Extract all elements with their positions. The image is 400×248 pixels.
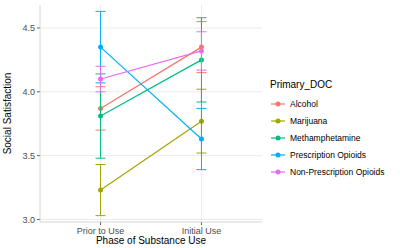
error-cap (196, 108, 206, 109)
tick (37, 91, 40, 92)
x-axis-title: Phase of Substance Use (96, 235, 207, 246)
legend-key (276, 119, 281, 124)
error-cap (96, 66, 106, 67)
grid-line (40, 219, 262, 220)
plot-data (96, 11, 207, 215)
error-cap (196, 31, 206, 32)
legend-label: Prescription Opioids (290, 150, 366, 160)
tick-label: 3.5 (22, 151, 35, 161)
legend-title: Primary_DOC (270, 79, 332, 90)
tick (37, 155, 40, 156)
point (98, 45, 103, 50)
legend: Primary_DOC Alcohol Marijuana Methamphetami… (270, 79, 384, 177)
point (98, 77, 103, 82)
error-cap (196, 70, 206, 71)
point (98, 114, 103, 119)
grid-line (201, 5, 202, 222)
legend-key (276, 102, 281, 107)
tick-label: 3.0 (22, 215, 35, 225)
series-line (101, 47, 202, 139)
error-cap (96, 158, 106, 159)
series-line (101, 121, 202, 190)
y-axis (40, 5, 41, 222)
legend-label: Alcohol (290, 99, 318, 109)
error-stem (201, 18, 202, 102)
error-cap (96, 215, 106, 216)
error-cap (96, 164, 106, 165)
error-bar (96, 66, 106, 92)
point (199, 137, 204, 142)
chart: 3.03.54.04.5Prior to UseInitial UsePhase… (0, 0, 400, 248)
tick (37, 219, 40, 220)
error-cap (96, 91, 106, 92)
legend-key (276, 153, 281, 158)
error-bar (196, 18, 206, 102)
series-line (101, 60, 202, 116)
legend-label: Methamphetamine (290, 133, 361, 143)
error-bar (96, 165, 106, 216)
error-bar (196, 32, 206, 70)
legend-label: Marijuana (290, 116, 328, 126)
x-axis (40, 222, 262, 223)
error-cap (196, 102, 206, 103)
tick (100, 222, 101, 225)
legend-key (276, 136, 281, 141)
error-cap (196, 17, 206, 18)
grid-line (40, 91, 262, 92)
error-bar (196, 108, 206, 169)
tick-label: 4.5 (22, 23, 35, 33)
error-cap (196, 169, 206, 170)
point (98, 188, 103, 193)
grid-line (40, 27, 262, 28)
tick-label: 4.0 (22, 87, 35, 97)
panel (40, 5, 262, 222)
point (199, 48, 204, 53)
tick (37, 27, 40, 28)
series-line (101, 47, 202, 108)
legend-label: Non-Prescription Opioids (290, 167, 384, 177)
y-axis-title: Social Satisfaction (2, 73, 13, 155)
series-line (101, 51, 202, 79)
tick (201, 222, 202, 225)
legend-key (276, 170, 281, 175)
error-cap (96, 11, 106, 12)
